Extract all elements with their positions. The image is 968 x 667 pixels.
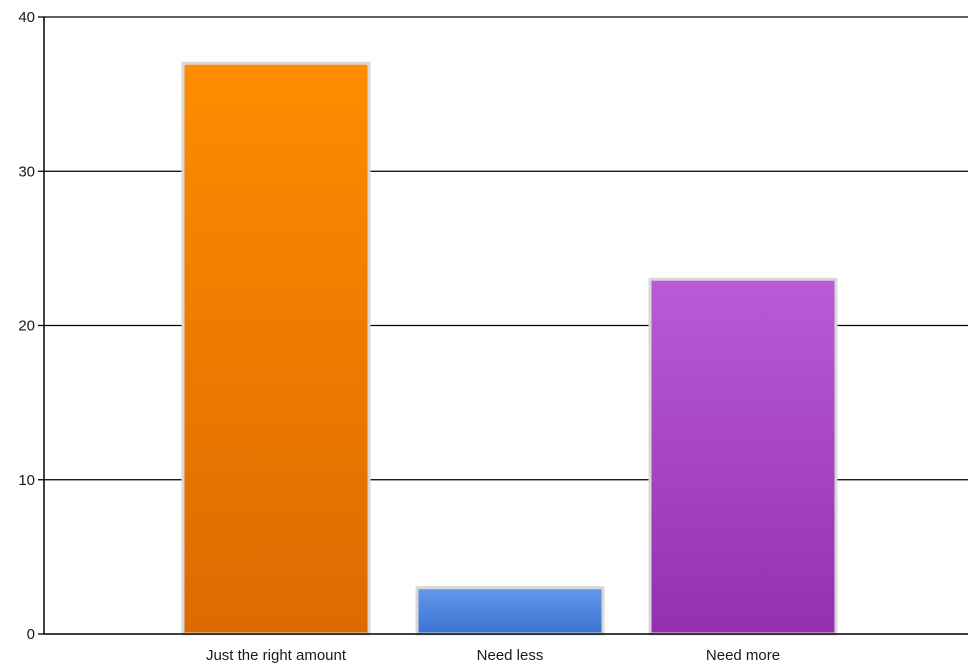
- bar-need-more: [648, 277, 838, 636]
- y-tick-label-20: 20: [18, 318, 35, 335]
- x-tick-label-1: Need less: [477, 647, 544, 664]
- x-tick-label-2: Need more: [706, 647, 780, 664]
- bars: [181, 61, 838, 636]
- bar-need-less: [415, 586, 605, 636]
- y-tick-label-10: 10: [18, 472, 35, 489]
- axes: [38, 16, 968, 635]
- y-tick-label-40: 40: [18, 9, 35, 26]
- y-tick-label-0: 0: [27, 626, 35, 643]
- x-tick-label-0: Just the right amount: [206, 647, 347, 664]
- y-tick-label-30: 30: [18, 163, 35, 180]
- labels: 0 10 20 30 40 Just the right amount Need less N…: [18, 9, 780, 664]
- bar-just-the-right-amount: [181, 61, 371, 636]
